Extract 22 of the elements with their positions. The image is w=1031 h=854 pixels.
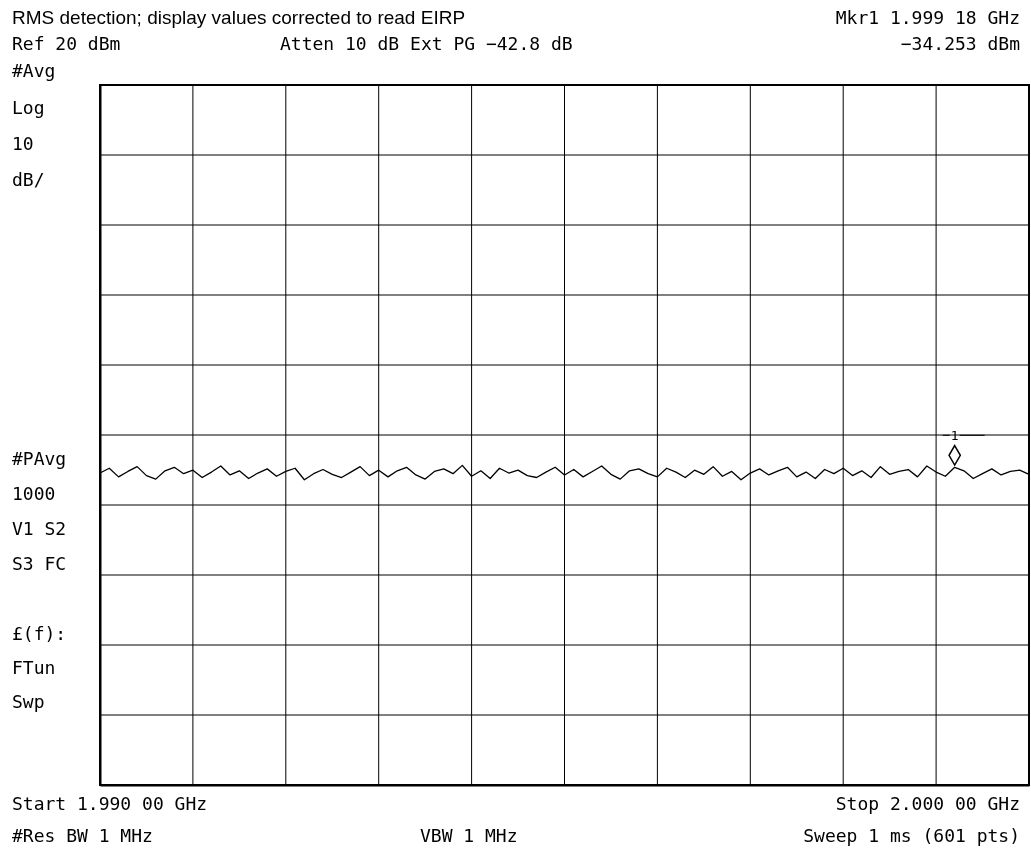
text: Start 1.990 00 GHz bbox=[12, 793, 208, 814]
text: £(f): bbox=[12, 623, 67, 644]
text: #PAvg bbox=[12, 448, 67, 469]
text: FTun bbox=[12, 657, 56, 678]
text: Sweep 1 ms (601 pts) bbox=[803, 825, 1020, 846]
text: #Avg bbox=[12, 60, 56, 81]
text: #Res BW 1 MHz bbox=[12, 825, 153, 846]
text: −34.253 dBm bbox=[900, 33, 1020, 54]
text: Atten 10 dB Ext PG −42.8 dB bbox=[280, 33, 573, 54]
text: 10 bbox=[12, 133, 34, 154]
text: dB/ bbox=[12, 169, 45, 190]
text: Ref 20 dBm bbox=[12, 33, 121, 54]
text: S3 FC bbox=[12, 553, 67, 574]
text: Swp bbox=[12, 691, 45, 712]
text: VBW 1 MHz bbox=[420, 825, 518, 846]
text: Stop 2.000 00 GHz bbox=[835, 793, 1020, 814]
text: 1 bbox=[950, 428, 959, 444]
text: Mkr1 1.999 18 GHz bbox=[835, 7, 1020, 28]
text: Log bbox=[12, 97, 45, 118]
text: 1000 bbox=[12, 483, 56, 504]
text: V1 S2 bbox=[12, 518, 67, 539]
chart-title: RMS detection; display values corrected to read EIRP bbox=[12, 7, 466, 28]
